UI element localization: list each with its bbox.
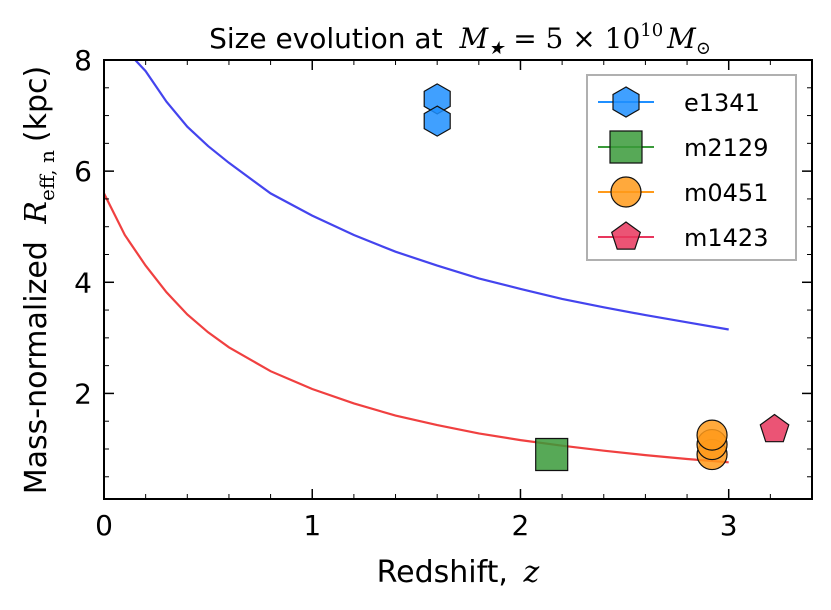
data-point-m0451-3: [696, 419, 728, 451]
legend-item-m1423: m1423: [598, 221, 768, 252]
red-model-curve: [104, 192, 729, 464]
plot-area: [104, 60, 790, 472]
y-tick-label: 6: [74, 155, 92, 188]
x-tick-label: 2: [512, 509, 530, 542]
x-axis-title: Redshift, z: [377, 555, 540, 590]
plot-frame: [103, 59, 813, 500]
legend-item-m0451: m0451: [598, 176, 768, 208]
chart-title: Size evolution at M★ = 5 × 1010 M⊙: [209, 20, 711, 59]
y-tick-label: 4: [74, 266, 92, 299]
legend-item-m2129: m2129: [598, 130, 768, 164]
legend-marker-m0451: [610, 176, 642, 208]
legend-marker-m1423: [610, 221, 642, 250]
blue-model-curve: [134, 60, 729, 331]
data-point-m2129-1: [535, 437, 569, 472]
legend-label-m2129: m2129: [684, 134, 768, 162]
data-point-e1341-2: [423, 105, 451, 137]
tick-labels: 0 1 2 3 2 4 6 8: [74, 44, 737, 542]
legend-marker-e1341: [612, 86, 640, 118]
x-tick-label: 1: [303, 509, 321, 542]
legend-label-m0451: m0451: [684, 179, 768, 207]
y-axis-title: Mass-normalized Reff, n(kpc): [19, 66, 59, 494]
data-point-m1423-1: [759, 413, 790, 443]
axes: [103, 59, 813, 500]
y-tick-label: 2: [74, 377, 92, 410]
legend: e1341 m2129 m0451 m1423: [586, 74, 797, 261]
y-tick-label: 8: [74, 44, 92, 77]
legend-marker-m2129: [609, 130, 643, 164]
legend-label-m1423: m1423: [684, 224, 768, 252]
legend-label-e1341: e1341: [684, 89, 760, 117]
legend-item-e1341: e1341: [598, 86, 760, 118]
x-tick-label: 3: [720, 509, 738, 542]
x-tick-label: 0: [95, 509, 113, 542]
